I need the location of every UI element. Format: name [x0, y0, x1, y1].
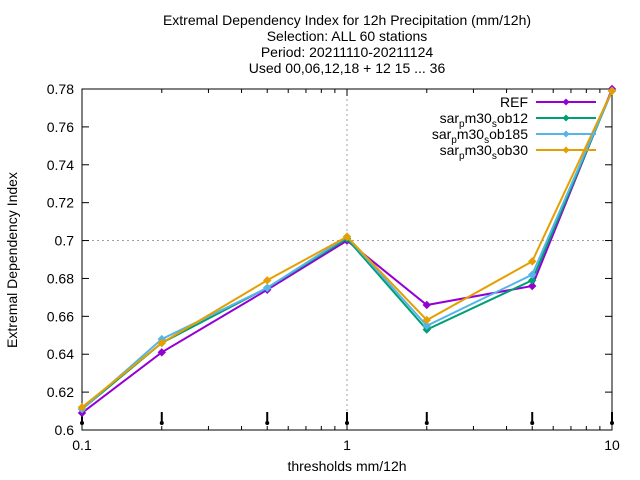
y-tick-label: 0.78	[47, 81, 74, 97]
threshold-marker-dot	[159, 421, 164, 425]
threshold-marker-dot	[265, 421, 270, 425]
legend-label: sarpm30sob185	[432, 126, 528, 146]
axis-ticks: 0.6 0.62 0.64 0.66 0.68 0.7 0.72 0.74 0.76 0.78 0.…	[47, 81, 620, 453]
data-point	[422, 300, 431, 310]
data-point	[263, 283, 272, 293]
y-tick-label: 0.6	[55, 422, 75, 438]
legend-label: sarpm30sob12	[440, 110, 529, 130]
y-tick-label: 0.62	[47, 384, 74, 400]
x-tick-label: 1	[343, 437, 351, 453]
data-point	[528, 257, 537, 266]
data-point	[77, 403, 87, 412]
threshold-marker-dot	[610, 421, 614, 425]
y-tick-label: 0.72	[47, 195, 74, 211]
data-point	[157, 348, 166, 357]
title-line: Selection: ALL 60 stations	[267, 28, 428, 44]
data-point	[422, 315, 431, 325]
y-tick-label: 0.64	[47, 346, 74, 362]
y-tick-label: 0.66	[47, 308, 74, 324]
data-point	[528, 270, 537, 279]
chart-title: Extremal Dependency Index for 12h Precip…	[163, 12, 531, 76]
threshold-marker-dot	[424, 421, 429, 425]
data-point	[528, 281, 537, 291]
title-line: Used 00,06,12,18 + 12 15 ... 36	[249, 60, 446, 76]
threshold-marker-dot	[530, 421, 535, 425]
threshold-marker-dot	[80, 421, 84, 425]
y-tick-label: 0.68	[47, 270, 74, 286]
legend-marker	[562, 146, 570, 154]
title-line: Period: 20211110-20211124	[261, 44, 434, 60]
x-tick-label: 0.1	[72, 437, 92, 453]
x-tick-label: 10	[604, 437, 620, 453]
data-point	[607, 86, 617, 96]
series	[77, 84, 617, 418]
legend-marker	[562, 114, 570, 122]
threshold-markers	[80, 412, 614, 425]
threshold-marker-dot	[345, 421, 349, 425]
legend-marker	[562, 98, 570, 106]
data-point	[157, 338, 166, 348]
legend-marker	[562, 130, 570, 138]
y-tick-label: 0.7	[55, 233, 75, 249]
legend-label: REF	[500, 94, 528, 110]
data-point	[342, 232, 352, 241]
legend-label: sarpm30sob30	[440, 142, 529, 162]
title-line: Extremal Dependency Index for 12h Precip…	[163, 12, 531, 28]
y-axis-label: Extremal Dependency Index	[4, 172, 20, 348]
y-tick-label: 0.76	[47, 119, 74, 135]
data-point	[528, 276, 537, 285]
y-tick-label: 0.74	[47, 157, 74, 173]
x-axis-label: thresholds mm/12h	[287, 458, 406, 474]
data-point	[422, 321, 431, 331]
data-point	[263, 276, 272, 285]
